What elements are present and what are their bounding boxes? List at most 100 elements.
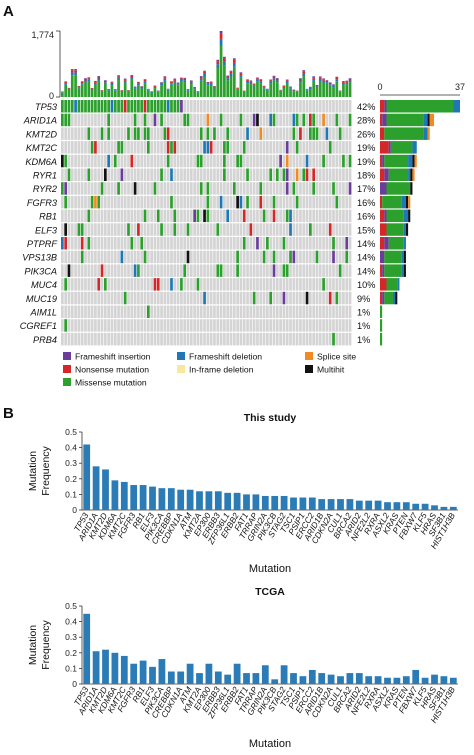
sample-burden-bar-segment xyxy=(203,73,206,77)
oncoplot-cell xyxy=(64,141,68,154)
sample-burden-bar-segment xyxy=(216,64,220,68)
oncoplot-cell xyxy=(219,223,223,236)
sample-burden-bar-segment xyxy=(335,81,339,97)
gene-count-bar-segment xyxy=(380,209,385,223)
oncoplot-cell xyxy=(117,209,120,223)
oncoplot-cell xyxy=(229,209,233,223)
oncoplot-cell xyxy=(87,209,91,223)
sample-burden-bar-segment xyxy=(252,83,256,85)
legend-swatch xyxy=(177,365,185,373)
sample-burden-bar-segment xyxy=(103,80,107,81)
oncoplot-cell xyxy=(97,127,101,140)
oncoplot-cell xyxy=(130,223,134,236)
oncoplot-cell xyxy=(94,154,97,168)
oncoplot-cell xyxy=(272,127,276,140)
oncoplot-cell xyxy=(206,305,210,318)
y-axis-label-line: Frequency xyxy=(40,619,52,669)
oncoplot-cell xyxy=(94,168,97,181)
oncoplot-cell xyxy=(156,264,160,277)
oncoplot-cell xyxy=(203,141,206,154)
oncoplot-cell xyxy=(80,291,84,305)
oncoplot-cell xyxy=(302,278,306,291)
oncoplot-cell xyxy=(117,168,120,181)
oncoplot-cell xyxy=(335,127,339,140)
oncoplot-cell xyxy=(318,250,322,264)
gene-percent-label: 14% xyxy=(357,253,375,263)
sample-burden-bar-segment xyxy=(107,89,111,91)
bar xyxy=(374,500,382,510)
oncoplot-cell xyxy=(219,100,223,113)
sample-burden-bar-segment xyxy=(256,77,259,79)
oncoplot-cell xyxy=(239,291,243,305)
oncoplot-cell xyxy=(94,305,97,318)
oncoplot-cell xyxy=(342,305,345,318)
oncoplot-cell xyxy=(127,332,130,346)
oncoplot-cell xyxy=(345,127,349,140)
oncoplot-cell xyxy=(196,305,200,318)
oncoplot-cell xyxy=(150,223,153,236)
oncoplot-cell xyxy=(226,264,230,277)
oncoplot-cell xyxy=(110,100,114,113)
sample-burden-bar-segment xyxy=(246,81,249,84)
bar xyxy=(158,488,166,510)
oncoplot-cell xyxy=(348,332,352,346)
oncoplot-cell xyxy=(150,332,153,346)
oncoplot-cell xyxy=(107,209,111,223)
oncoplot-cell xyxy=(189,237,193,250)
oncoplot-cell xyxy=(166,291,170,305)
oncoplot-cell xyxy=(61,168,64,181)
oncoplot-cell xyxy=(229,264,233,277)
oncoplot-cell xyxy=(259,250,263,264)
oncoplot-cell xyxy=(345,100,349,113)
oncoplot-cell xyxy=(322,168,325,181)
sample-burden-bar-segment xyxy=(150,92,153,97)
oncoplot-cell xyxy=(292,141,296,154)
oncoplot-cell xyxy=(100,237,104,250)
sample-burden-bar-segment xyxy=(246,83,249,97)
bar xyxy=(355,673,363,684)
oncoplot-cell xyxy=(193,154,196,168)
oncoplot-cell xyxy=(163,195,167,209)
oncoplot-cell xyxy=(259,223,263,236)
sample-burden-bar-segment xyxy=(176,82,180,84)
oncoplot-cell xyxy=(163,250,167,264)
gene-count-bar-segment xyxy=(380,278,387,291)
gene-count-bar-segment xyxy=(392,291,396,305)
oncoplot-cell xyxy=(196,332,200,346)
oncoplot-cell xyxy=(146,195,150,209)
oncoplot-cell xyxy=(206,278,210,291)
oncoplot-cell xyxy=(103,278,107,291)
oncoplot-cell xyxy=(80,154,84,168)
oncoplot-cell xyxy=(239,223,243,236)
oncoplot-cell xyxy=(302,264,306,277)
oncoplot-cell xyxy=(232,168,236,181)
oncoplot-cell xyxy=(140,332,144,346)
sample-burden-bar-segment xyxy=(325,80,329,83)
oncoplot-cell xyxy=(299,223,302,236)
oncoplot-cell xyxy=(282,319,286,332)
oncoplot-cell xyxy=(309,291,312,305)
oncoplot-cell xyxy=(127,291,130,305)
oncoplot-cell xyxy=(206,319,210,332)
sample-burden-bar-segment xyxy=(342,82,345,85)
sample-burden-bar-segment xyxy=(236,88,239,90)
oncoplot-cell xyxy=(160,223,163,236)
oncoplot-cell xyxy=(256,209,259,223)
oncoplot-cell xyxy=(113,291,117,305)
oncoplot-cell xyxy=(110,250,114,264)
sample-burden-bar-segment xyxy=(348,80,352,83)
oncoplot-cell xyxy=(213,100,216,113)
gene-count-bar-segment xyxy=(408,209,411,223)
oncoplot-cell xyxy=(328,237,332,250)
oncoplot-cell xyxy=(282,237,286,250)
bar xyxy=(299,676,307,684)
sample-burden-bar-segment xyxy=(348,82,352,97)
sample-burden-bar-segment xyxy=(312,76,316,78)
oncoplot-cell xyxy=(146,237,150,250)
oncoplot-cell xyxy=(199,127,203,140)
oncoplot-cell xyxy=(113,319,117,332)
gene-count-bar-segment xyxy=(414,154,417,168)
gene-count-bar-segment xyxy=(382,113,387,127)
oncoplot-cell xyxy=(203,209,206,223)
oncoplot-cell xyxy=(332,100,335,113)
